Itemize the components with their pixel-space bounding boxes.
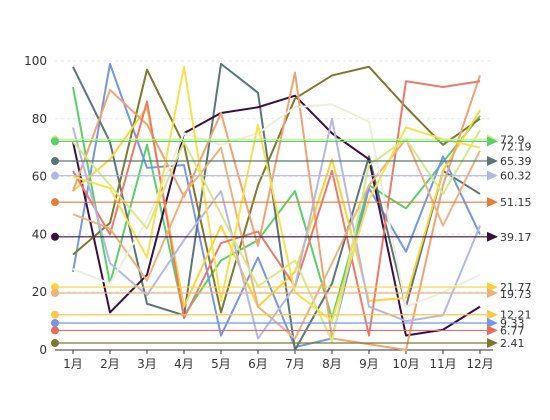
reference-label: 21.77 — [500, 281, 532, 294]
x-tick-label: 8月 — [322, 357, 342, 371]
x-tick-label: 5月 — [211, 357, 231, 371]
reference-line-2: 72.9 — [51, 133, 525, 146]
series-line-12 — [72, 129, 481, 343]
reference-line-8: 19.73 — [51, 287, 532, 301]
y-tick-label: 80 — [32, 112, 47, 126]
reference-label: 12.21 — [500, 309, 532, 322]
y-axis: 0 20 40 60 80 100 — [24, 54, 47, 357]
y-tick-label: 20 — [32, 285, 47, 299]
reference-label: 51.15 — [500, 196, 532, 209]
reference-label: 9.33 — [500, 317, 525, 330]
x-tick-label: 3月 — [137, 357, 157, 371]
reference-line-7: 21.77 — [51, 281, 532, 294]
reference-label: 2.41 — [500, 337, 525, 350]
x-tick-label: 12月 — [466, 357, 493, 371]
y-tick-label: 100 — [24, 54, 47, 68]
x-tick-label: 4月 — [174, 357, 194, 371]
series-layer — [72, 62, 481, 351]
reference-label: 65.39 — [500, 155, 532, 168]
arrow-icon — [487, 197, 498, 208]
reference-line-10: 9.33 — [51, 317, 525, 330]
series-line-8 — [72, 80, 481, 337]
arrow-icon — [487, 338, 498, 349]
x-tick-label: 7月 — [285, 357, 305, 371]
reference-label: 39.17 — [500, 231, 532, 244]
arrow-icon — [487, 325, 498, 336]
series-line-13 — [72, 65, 481, 323]
x-axis: 1月 2月 3月 4月 5月 6月 7月 8月 9月 10月 11月 12月 — [55, 349, 494, 371]
reference-label: 60.32 — [500, 170, 532, 183]
x-tick-label: 10月 — [392, 357, 419, 371]
y-tick-label: 40 — [32, 227, 47, 241]
x-tick-label: 11月 — [429, 357, 456, 371]
x-tick-label: 2月 — [100, 357, 120, 371]
arrow-icon — [487, 318, 498, 329]
arrow-icon — [487, 287, 498, 298]
reference-line-1: 72.19 — [51, 136, 532, 153]
y-tick-label: 0 — [39, 343, 47, 357]
reference-line-12: 2.41 — [51, 337, 525, 350]
x-tick-label: 1月 — [63, 357, 83, 371]
x-tick-label: 9月 — [359, 357, 379, 371]
reference-line-11: 6.77 — [51, 324, 525, 337]
y-tick-label: 60 — [32, 170, 47, 184]
reference-line-9: 12.21 — [51, 309, 532, 322]
series-line-2 — [72, 62, 481, 349]
arrow-icon — [487, 170, 498, 181]
reference-line-3: 65.39 — [51, 155, 532, 168]
series-line-9 — [72, 138, 481, 340]
reference-line-4: 60.32 — [51, 170, 532, 183]
series-line-4 — [72, 94, 481, 337]
reference-line-6: 39.17 — [51, 231, 532, 244]
reference-label: 72.19 — [500, 140, 532, 153]
x-tick-label: 6月 — [248, 357, 268, 371]
reference-label: 19.73 — [500, 288, 532, 301]
reference-label: 6.77 — [500, 324, 525, 337]
series-line-3 — [72, 62, 481, 351]
arrow-icon — [487, 231, 498, 242]
arrow-icon — [487, 309, 498, 320]
reference-label: 72.9 — [500, 133, 525, 146]
series-line-6 — [72, 106, 481, 308]
series-line-11 — [72, 103, 481, 308]
arrow-icon — [487, 156, 498, 167]
reference-line-5: 51.15 — [51, 196, 532, 209]
arrow-icon — [487, 136, 498, 147]
series-line-10 — [72, 117, 481, 340]
